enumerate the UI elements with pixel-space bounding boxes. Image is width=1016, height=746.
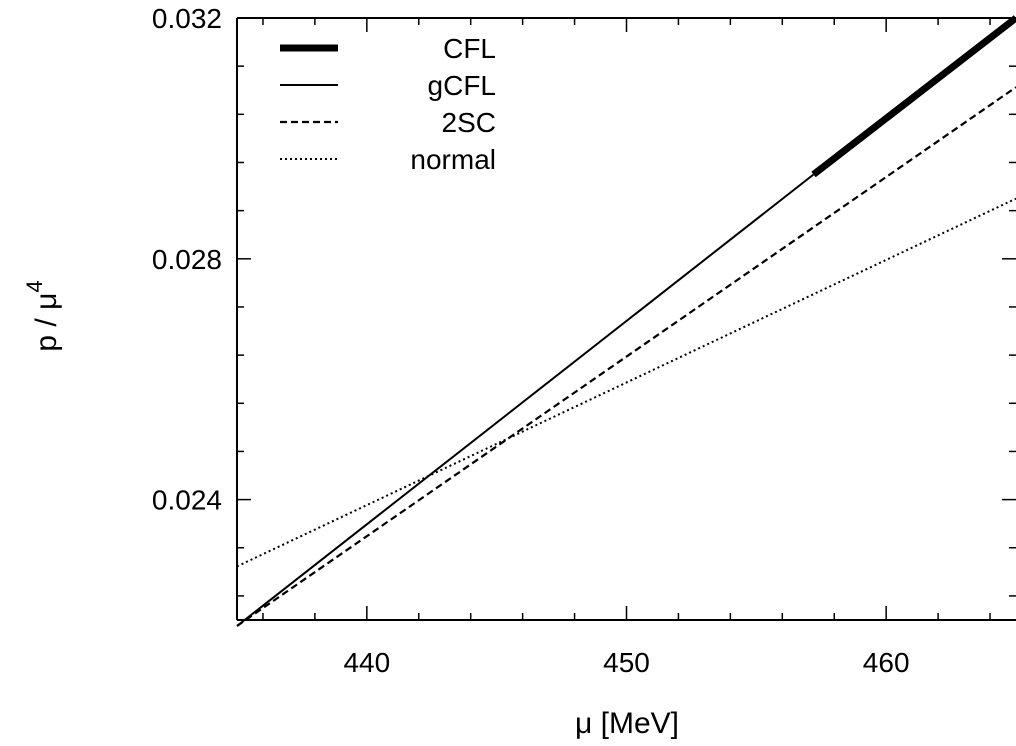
series-line-normal (236, 197, 1016, 568)
x-tick-label: 440 (343, 647, 390, 678)
y-axis-label-superscript: 4 (22, 280, 47, 292)
y-axis-label-text: p / μ (30, 293, 63, 352)
series-line-gcfl (236, 173, 815, 627)
legend-label-gcfl: gCFL (428, 70, 496, 101)
legend-label-cfl: CFL (443, 33, 496, 64)
series-lines (236, 15, 1016, 627)
y-tick-label: 0.028 (152, 244, 222, 275)
x-tick-label: 460 (863, 647, 910, 678)
legend-label-2sc: 2SC (442, 107, 496, 138)
series-line-2sc (236, 86, 1016, 627)
legend: CFL gCFL 2SC normal (280, 33, 496, 175)
x-axis-label: μ [MeV] (575, 707, 679, 740)
y-tick-label: 0.024 (152, 485, 222, 516)
axis-ticks (237, 17, 1016, 620)
y-axis-label: p / μ4 (22, 280, 63, 351)
x-tick-label: 450 (603, 647, 650, 678)
legend-label-normal: normal (410, 144, 496, 175)
tick-labels: 440 450 460 0.024 0.028 0.032 (152, 3, 910, 678)
series-line-cfl (811, 15, 1016, 178)
y-tick-label: 0.032 (152, 3, 222, 34)
